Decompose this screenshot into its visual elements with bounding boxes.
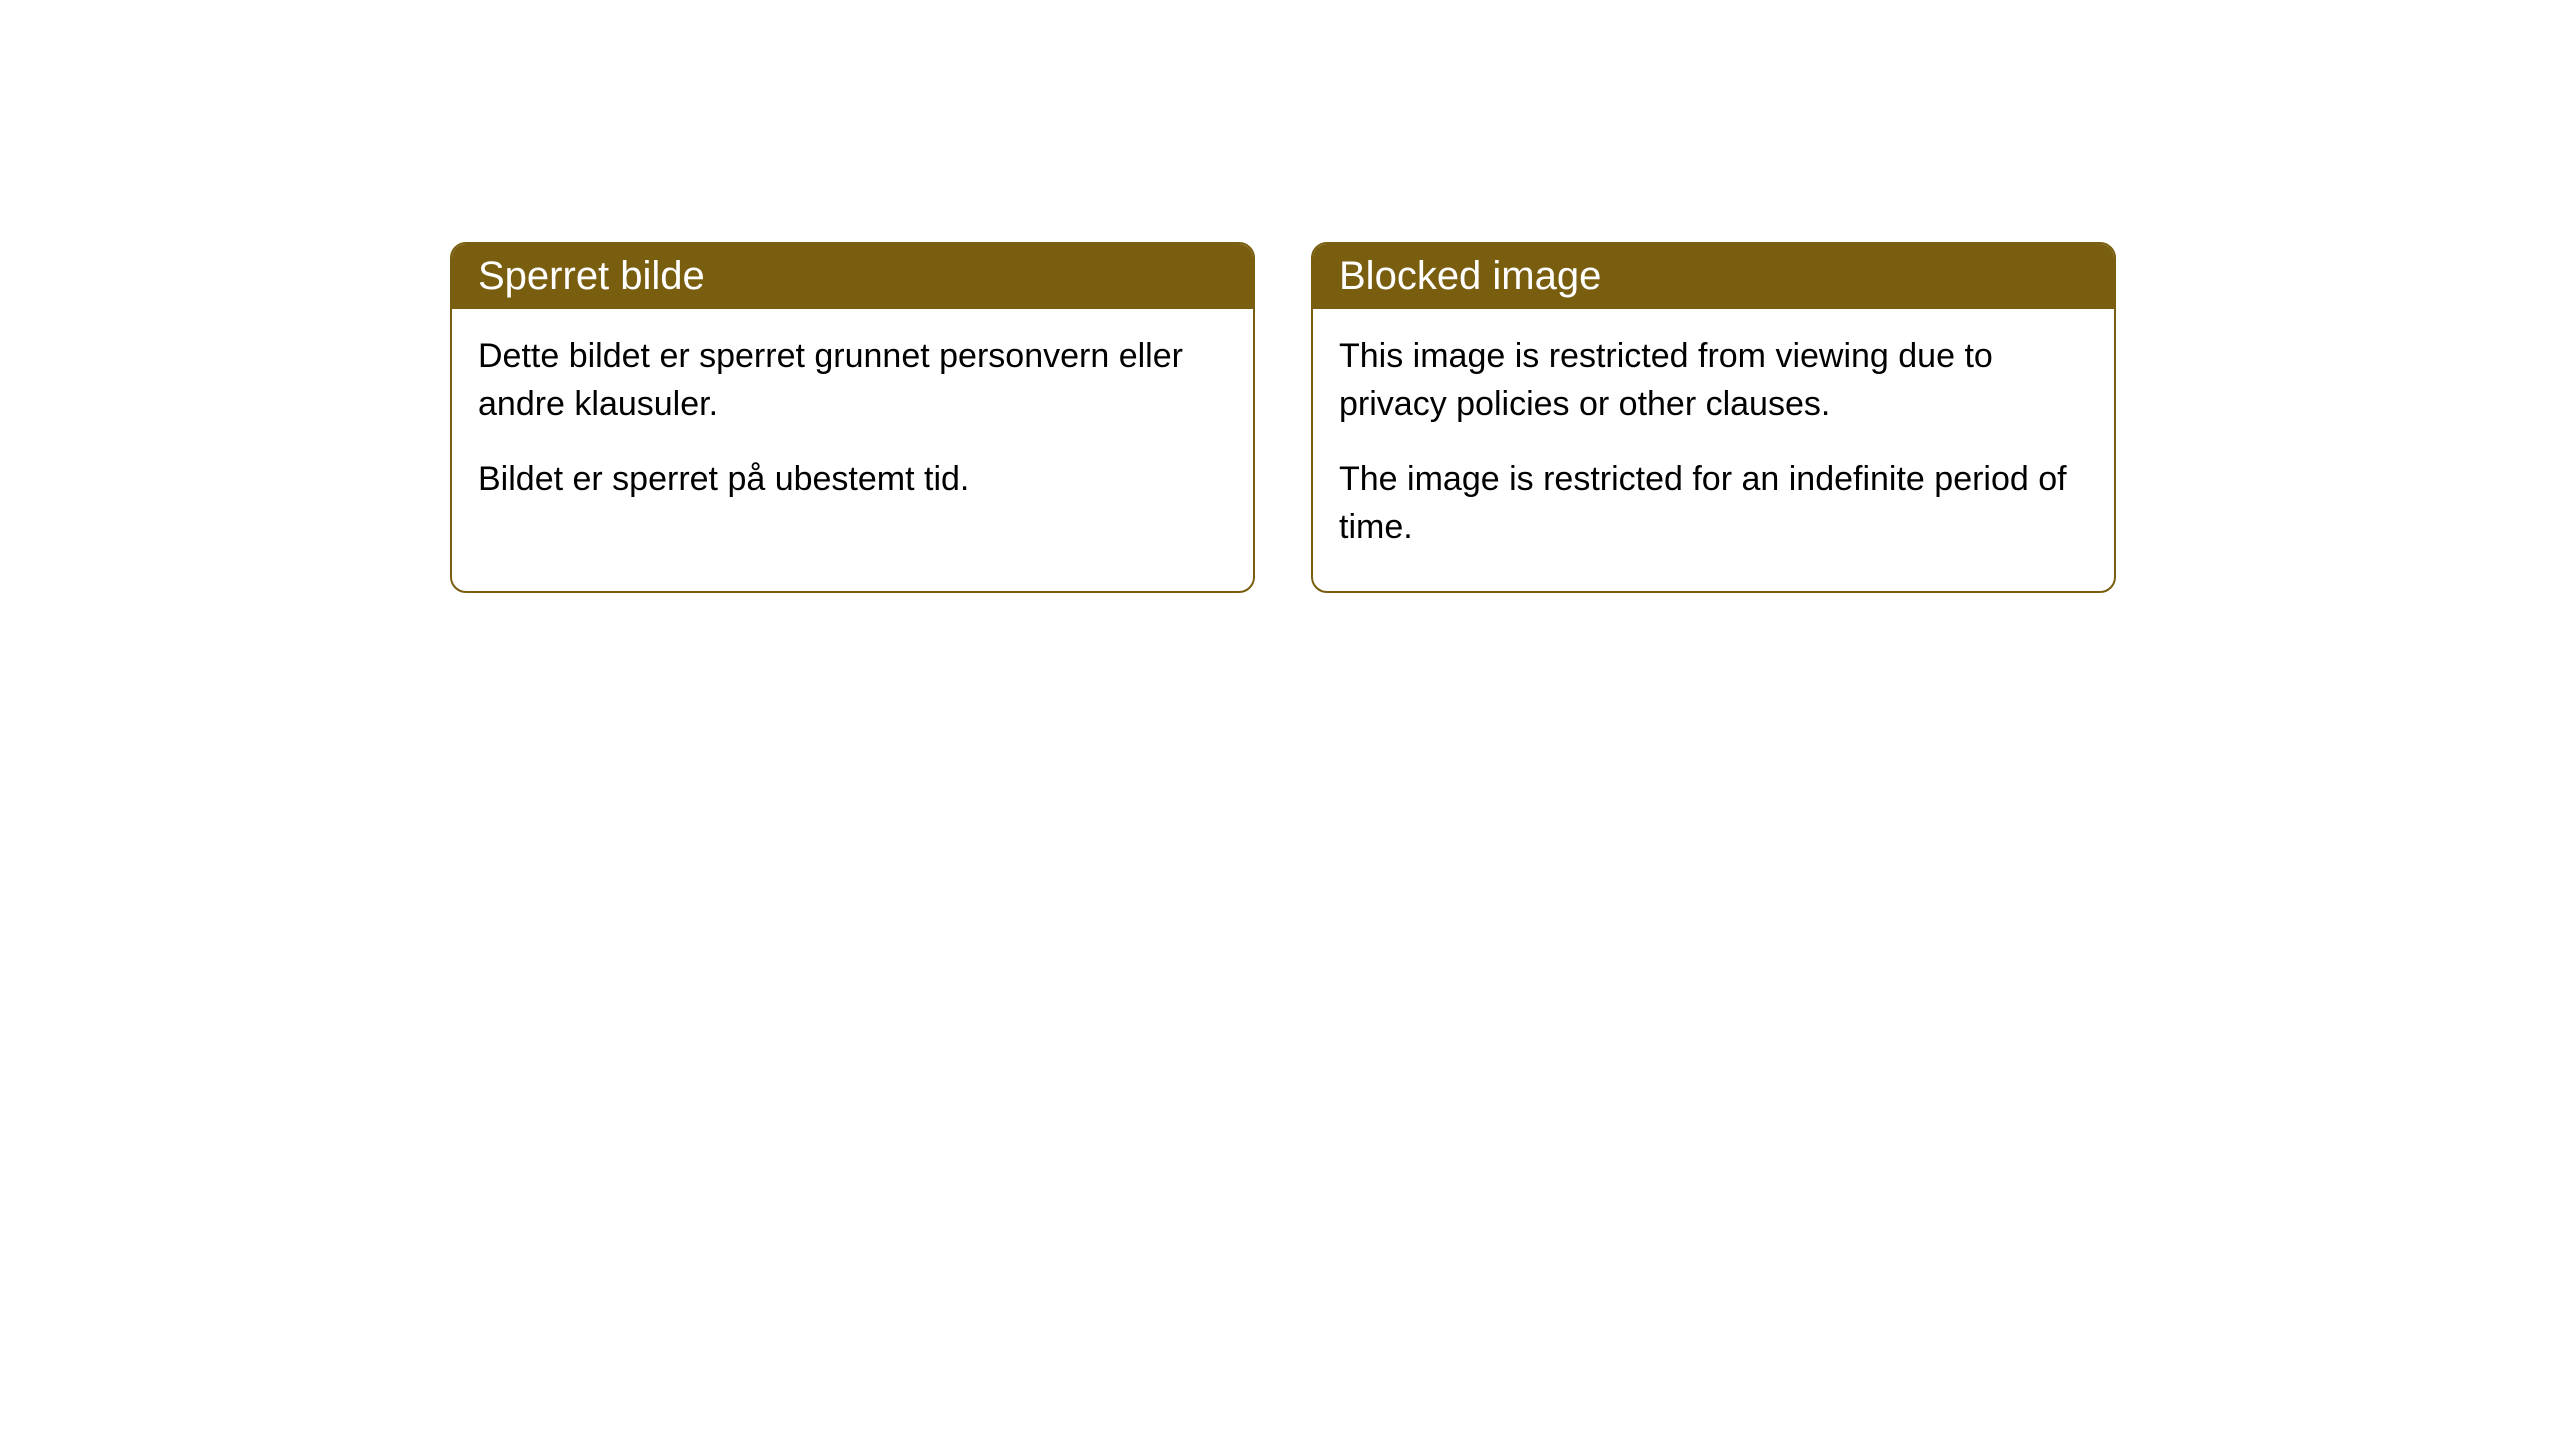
- card-body-norwegian: Dette bildet er sperret grunnet personve…: [452, 309, 1253, 544]
- card-paragraph-1: This image is restricted from viewing du…: [1339, 333, 2088, 428]
- notice-cards-container: Sperret bilde Dette bildet er sperret gr…: [450, 242, 2560, 593]
- card-paragraph-2: Bildet er sperret på ubestemt tid.: [478, 456, 1227, 504]
- blocked-image-card-english: Blocked image This image is restricted f…: [1311, 242, 2116, 593]
- card-header-english: Blocked image: [1313, 244, 2114, 309]
- card-header-norwegian: Sperret bilde: [452, 244, 1253, 309]
- card-title: Sperret bilde: [478, 254, 705, 298]
- blocked-image-card-norwegian: Sperret bilde Dette bildet er sperret gr…: [450, 242, 1255, 593]
- card-body-english: This image is restricted from viewing du…: [1313, 309, 2114, 591]
- card-paragraph-2: The image is restricted for an indefinit…: [1339, 456, 2088, 551]
- card-paragraph-1: Dette bildet er sperret grunnet personve…: [478, 333, 1227, 428]
- card-title: Blocked image: [1339, 254, 1601, 298]
